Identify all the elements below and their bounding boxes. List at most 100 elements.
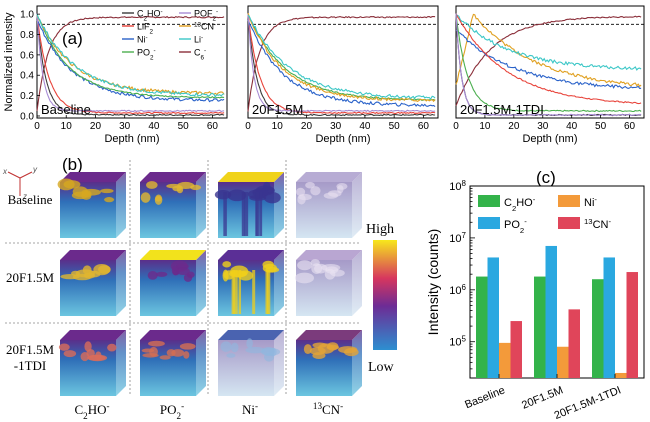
x-axis-label: Depth (nm): [522, 133, 577, 145]
series-c6: [455, 15, 642, 106]
texture-blob: [220, 341, 232, 352]
bar-20f1-5m-1tdi-13cn: [626, 272, 638, 378]
plot-frame: [36, 5, 228, 119]
series-pof2: [36, 13, 225, 113]
cube-side-face: [352, 250, 362, 316]
series-ni: [247, 19, 436, 108]
series-c2ho: [247, 13, 436, 117]
line-chart-20f1-5m: 0 10 20 30 40 50 60 20F1.5M Depth (nm): [245, 5, 439, 145]
legend-label: LiF2-: [137, 21, 155, 35]
legend-label: C6-: [194, 47, 206, 61]
series-li: [36, 14, 225, 98]
bar-baseline-c2ho: [476, 276, 488, 378]
plot-frame: [455, 5, 645, 119]
plot-frame: [247, 5, 439, 119]
map-cell-20f1-5m-1tdi-ni: [218, 330, 284, 396]
bar-baseline-po2: [487, 257, 499, 378]
series-lif2: [36, 14, 225, 115]
bar-baseline-ni: [499, 342, 511, 378]
legend-label: 13CN-: [584, 217, 611, 232]
cube-top-face: [140, 250, 206, 260]
texture-blob: [147, 271, 158, 280]
map-cell-baseline-po2: [140, 172, 206, 238]
legend-item-lif2: LiF2-: [122, 21, 155, 35]
y-tick-label: 0.0: [20, 111, 34, 122]
line-chart-baseline: 0 10 20 30 40 50 60 0.0 0.2 0.4 0.6 0.8 1.0 Baseline D…: [3, 5, 228, 145]
map-cell-20f1-5m-1tdi-c2ho: [58, 330, 126, 396]
cube-top-face: [296, 330, 362, 340]
texture-blob: [104, 197, 115, 203]
legend-swatch: [558, 195, 580, 207]
texture-blob: [63, 350, 77, 358]
texture-blob: [146, 181, 158, 189]
texture-blob: [294, 272, 314, 284]
legend-label: PO2-: [137, 47, 156, 61]
colorbar-low-label: Low: [368, 360, 395, 375]
legend-label: Li-: [194, 34, 203, 45]
map-col-label-c2ho: C2HO-: [74, 401, 109, 421]
series-ni: [455, 29, 642, 89]
texture-blob: [156, 271, 168, 277]
cube-top-face: [60, 330, 126, 340]
x-tick-label: 10: [479, 121, 491, 132]
colorbar-high-label: High: [366, 222, 394, 237]
cube-top-face: [218, 330, 284, 340]
bar-20f1-5m-1tdi-po2: [603, 257, 615, 378]
x-tick-label: 0: [34, 121, 40, 132]
texture-streak: [255, 192, 258, 236]
legend-item-c2ho: C2HO-: [122, 8, 163, 22]
texture-blob: [230, 342, 239, 353]
line-chart-20f1-5m-1tdi: 0 10 20 30 40 50 60 20F1.5M-1TDI Depth (nm): [453, 5, 645, 145]
y-tick-label: 0.6: [20, 50, 34, 61]
texture-blob: [176, 267, 190, 276]
bar-20f1-5m-ni: [557, 346, 569, 378]
cube-side-face: [196, 330, 206, 396]
legend-swatch: [478, 217, 500, 229]
x-tick-label: 20: [301, 121, 313, 132]
x-tick-label: 40: [359, 121, 371, 132]
map-cell-20f1-5m-ni: [218, 250, 284, 316]
map-row-label: 20F1.5M: [6, 270, 54, 285]
colorbar-gradient: [373, 240, 397, 350]
cube-side-face: [196, 250, 206, 316]
x-tick-label: 30: [330, 121, 342, 132]
series-13cn: [455, 13, 642, 88]
x-tick-label: 20: [508, 121, 520, 132]
bar-20f1-5m-1tdi-c2ho: [592, 279, 604, 378]
legend-label: 13CN-: [194, 21, 216, 32]
series-li: [247, 14, 436, 100]
texture-blob: [297, 194, 306, 205]
legend-label: C2HO-: [504, 195, 536, 213]
y-tick-label: 0.8: [20, 30, 34, 41]
map-cell-20f1-5m-c2ho: [60, 250, 126, 316]
texture-blob: [303, 344, 312, 355]
texture-blob: [141, 348, 155, 353]
texture-blob: [226, 353, 236, 358]
texture-blob: [87, 354, 108, 362]
bar-20f1-5m-po2: [545, 245, 557, 378]
x-tick-label: 30: [537, 121, 549, 132]
bar-legend-13cn: 13CN-: [558, 217, 611, 232]
series-c2ho: [36, 14, 225, 117]
cube-front-face: [140, 182, 196, 238]
y-axis-label: Normalized intensity: [3, 12, 15, 112]
cube-side-face: [274, 250, 284, 316]
texture-blob: [81, 188, 101, 196]
bar-20f1-5m-13cn: [568, 309, 580, 378]
texture-blob: [179, 343, 196, 350]
texture-blob: [171, 349, 185, 357]
y-tick-label: 107: [449, 230, 466, 245]
map-row-label: 20F1.5M: [6, 342, 54, 357]
texture-blob: [263, 181, 271, 191]
texture-blob: [246, 338, 253, 349]
x-axis-label: Depth (nm): [104, 133, 159, 145]
texture-streak: [244, 192, 249, 236]
legend-item-pof2: POF2-: [179, 8, 218, 22]
texture-streak: [265, 270, 269, 314]
texture-blob: [222, 261, 232, 268]
x-tick-label: 20: [90, 121, 102, 132]
panel-title: Baseline: [41, 102, 91, 117]
x-tick-label: 60: [418, 121, 430, 132]
